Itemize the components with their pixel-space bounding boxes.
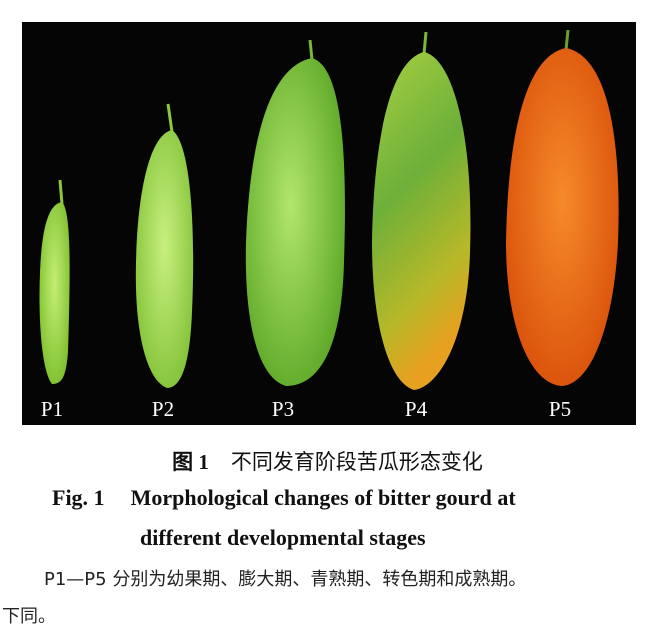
- gourd-p4: [372, 31, 471, 390]
- caption-english-line2: different developmental stages: [140, 525, 426, 550]
- stage-label-p3: P3: [271, 397, 295, 421]
- stage-label-p2: P2: [151, 397, 175, 421]
- caption-chinese-number: 图 1: [172, 450, 209, 474]
- gourd-p3: [245, 39, 345, 386]
- stage-label-p1: P1: [40, 397, 64, 421]
- gourd-p1: [39, 179, 70, 384]
- caption-english-title: Morphological changes of bitter gourd at: [130, 485, 516, 510]
- caption-note-line2: 下同。: [2, 606, 56, 627]
- caption-english-number: Fig. 1: [52, 485, 105, 510]
- bitter-gourd-photo: P1 P2 P3 P4 P5: [22, 22, 636, 425]
- stage-label-p4: P4: [404, 397, 428, 421]
- caption-note-line1: P1—P5 分别为幼果期、膨大期、青熟期、转色期和成熟期。: [44, 569, 527, 590]
- caption-chinese: 图 1 不同发育阶段苦瓜形态变化: [0, 446, 655, 476]
- gourd-p5: [506, 29, 619, 386]
- caption-chinese-title: 不同发育阶段苦瓜形态变化: [230, 450, 483, 474]
- stage-label-p5: P5: [548, 397, 572, 421]
- caption-english-line1: Fig. 1 Morphological changes of bitter go…: [52, 485, 516, 511]
- gourd-p2: [135, 103, 194, 388]
